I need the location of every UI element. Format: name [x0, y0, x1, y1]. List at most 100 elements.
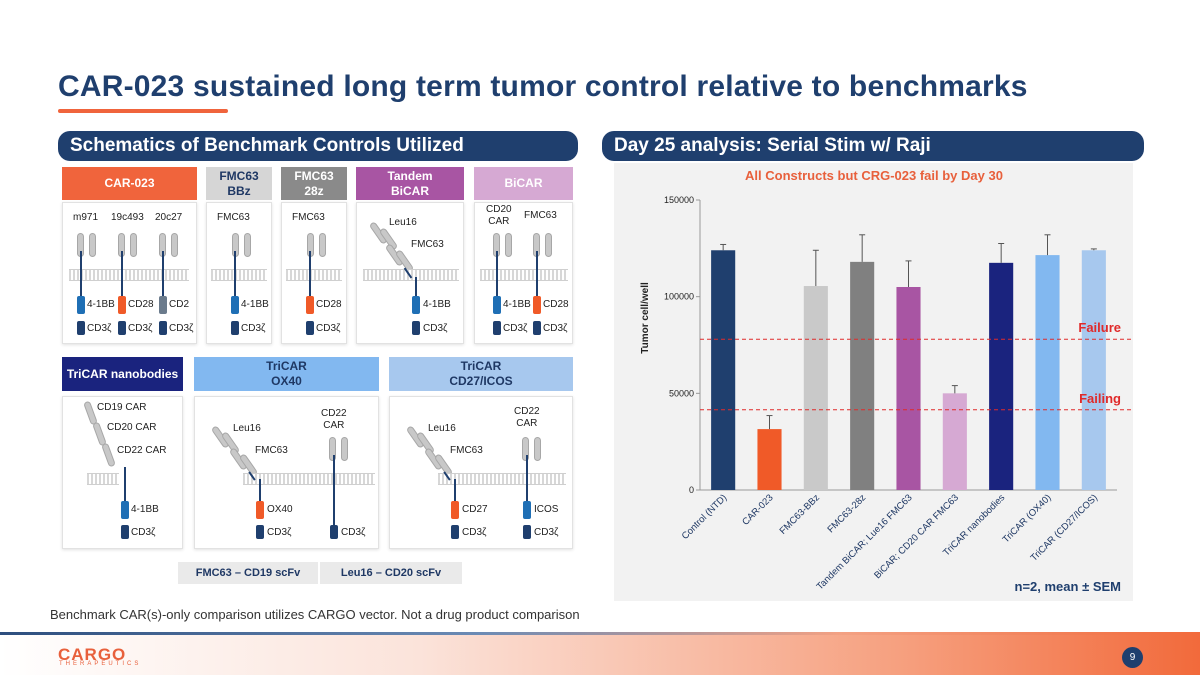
cell-membrane — [286, 269, 342, 281]
page-title: CAR-023 sustained long term tumor contro… — [58, 70, 1028, 103]
signal-domain — [451, 501, 459, 519]
car023-header: CAR-023 — [62, 167, 197, 200]
bicar-card: CD20 CAR FMC63 4-1BB CD28 CD3ζ CD3ζ — [474, 202, 573, 344]
header-line: FMC63 — [219, 168, 259, 183]
y-axis-label: Tumor cell/well — [640, 282, 651, 354]
signal-label: OX40 — [267, 504, 293, 515]
tandem-header: Tandem BiCAR — [356, 167, 464, 200]
header-line: 28z — [304, 183, 324, 198]
header-line: Tandem — [387, 168, 433, 183]
signal-domain — [523, 501, 531, 519]
x-tick-label: CAR-023 — [740, 492, 775, 527]
binder-label: CD22 CAR — [117, 445, 167, 456]
binder-label: 20c27 — [155, 212, 183, 223]
signal-domain — [159, 296, 167, 314]
threshold-label: Failing — [1079, 391, 1121, 406]
tricar-ox40-header: TriCAR OX40 — [194, 357, 379, 391]
cd3-domain — [306, 321, 314, 335]
header-line: OX40 — [271, 374, 302, 388]
binder-line: CD22 — [514, 406, 540, 417]
scfv-domain — [534, 437, 541, 461]
fmc63bbz-header: FMC63 BBz — [206, 167, 272, 200]
cd3-label: CD3ζ — [423, 323, 448, 334]
cell-membrane — [69, 269, 189, 281]
cd3-domain — [523, 525, 531, 539]
signal-domain — [77, 296, 85, 314]
cell-membrane — [243, 473, 375, 485]
x-tick-label: TriCAR (OX40) — [1001, 492, 1054, 545]
binder-label: FMC63 — [217, 212, 250, 223]
cd3-label: CD3ζ — [543, 323, 568, 334]
cd3-domain — [451, 525, 459, 539]
bar-9 — [1081, 250, 1106, 490]
cd3-domain — [118, 321, 126, 335]
scfv-domain — [545, 233, 552, 257]
stalk — [162, 251, 164, 297]
cd3-label: CD3ζ — [169, 323, 194, 334]
x-tick-label: Tandem BiCAR; Lue16 FMC63 — [815, 492, 915, 592]
bar-2 — [757, 429, 782, 490]
sem-annotation: n=2, mean ± SEM — [1015, 579, 1121, 594]
signal-label: CD2 — [169, 299, 190, 310]
bicar-header: BiCAR — [474, 167, 573, 200]
signal-label: 4-1BB — [241, 299, 269, 310]
title-underline — [58, 109, 228, 113]
y-tick-label: 0 — [689, 485, 694, 495]
scfv-domain — [505, 233, 512, 257]
serial-stim-bar-chart: All Constructs but CRG-023 fail by Day 3… — [640, 168, 1133, 594]
cargo-logo-subtitle: THERAPEUTICS — [59, 661, 142, 667]
signal-label: CD27 — [462, 504, 488, 515]
stalk — [526, 455, 528, 503]
stalk — [309, 251, 311, 297]
tricar-ox40-card: Leu16 FMC63 CD22 CAR OX40 CD3ζ CD3ζ — [194, 396, 379, 549]
binder-label: FMC63 — [524, 210, 557, 221]
y-tick-label: 100000 — [664, 292, 694, 302]
binder-label: FMC63 — [255, 445, 288, 456]
scfv-domain — [171, 233, 178, 257]
scfv-domain — [130, 233, 137, 257]
stalk — [234, 251, 236, 297]
cell-membrane — [211, 269, 267, 281]
signal-label: ICOS — [534, 504, 559, 515]
tricar-cd27-header: TriCAR CD27/ICOS — [389, 357, 573, 391]
binder-label: Leu16 — [428, 423, 456, 434]
signal-domain — [306, 296, 314, 314]
cd3-domain — [412, 321, 420, 335]
bar-5 — [896, 287, 921, 490]
cd3-domain — [121, 525, 129, 539]
footer-line — [0, 632, 1200, 635]
cd3-label: CD3ζ — [87, 323, 112, 334]
bar-4 — [850, 261, 875, 490]
chart-panel: All Constructs but CRG-023 fail by Day 3… — [614, 163, 1133, 601]
stalk — [536, 251, 538, 297]
cd3-domain — [533, 321, 541, 335]
cd3-domain — [330, 525, 338, 539]
cd3-domain — [159, 321, 167, 335]
signal-domain — [412, 296, 420, 314]
cd3-domain — [493, 321, 501, 335]
cd3-label: CD3ζ — [131, 527, 156, 538]
signal-label: CD28 — [316, 299, 342, 310]
car023-card: m971 19c493 20c27 4-1BB CD28 CD2 CD3ζ CD… — [62, 202, 197, 344]
tricar-cd27-card: Leu16 FMC63 CD22 CAR CD27 ICOS CD3ζ CD3ζ — [389, 396, 573, 549]
scfv-domain — [319, 233, 326, 257]
fmc6328z-card: FMC63 CD28 CD3ζ — [281, 202, 347, 344]
x-tick-label: BiCAR; CD20 CAR FMC63 — [872, 492, 961, 581]
binder-label: m971 — [73, 212, 99, 223]
cell-membrane — [438, 473, 566, 485]
scfv-domain — [522, 437, 529, 461]
y-tick-label: 150000 — [664, 195, 694, 205]
header-line: FMC63 — [294, 168, 334, 183]
cd3-domain — [256, 525, 264, 539]
signal-label: CD28 — [128, 299, 154, 310]
schematics-section-header: Schematics of Benchmark Controls Utilize… — [58, 131, 578, 161]
header-line: TriCAR — [266, 359, 307, 373]
nanobody-domain — [101, 442, 116, 468]
x-tick-label: Control (NTD) — [680, 492, 730, 542]
cd3-label: CD3ζ — [316, 323, 341, 334]
binder-label: 19c493 — [111, 212, 144, 223]
binder-label: CD19 CAR — [97, 402, 147, 413]
cd3-label: CD3ζ — [534, 527, 559, 538]
cd3-label: CD3ζ — [503, 323, 528, 334]
